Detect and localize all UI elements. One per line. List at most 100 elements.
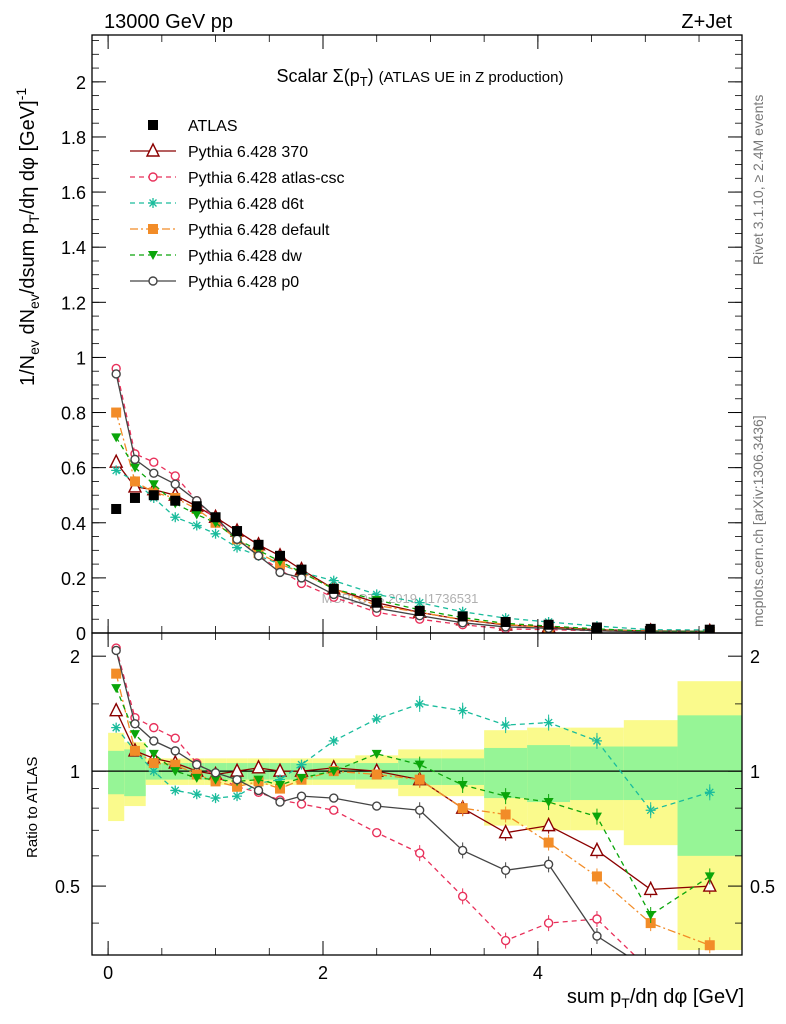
series-0-point (191, 501, 202, 512)
y-tick-label: 2 (76, 73, 86, 93)
series-1-ratio-point (109, 702, 124, 717)
series-3-main (111, 465, 715, 633)
series-3-point (170, 512, 181, 523)
series-5-point (191, 510, 202, 520)
series-0-point (296, 564, 307, 575)
series-3-ratio-point (275, 774, 286, 785)
ratio-y-tick-label: 2 (70, 647, 80, 667)
x-tick-label: 2 (318, 963, 328, 983)
series-4-point (129, 476, 140, 487)
series-2-ratio-point (329, 805, 339, 815)
series-6-ratio-point (232, 774, 242, 785)
series-4-ratio-point (414, 774, 425, 785)
series-0-point (645, 623, 656, 633)
series-4-ratio-point (232, 781, 243, 792)
series-1-ratio-point (702, 877, 717, 892)
series-6-ratio-point (130, 719, 140, 729)
series-2-ratio-point (592, 914, 602, 924)
series-6-point (253, 551, 264, 561)
series-3-ratio-point (500, 720, 511, 731)
series-6-ratio-point (149, 736, 159, 746)
series-4-ratio-point (129, 745, 140, 756)
series-3-ratio-point (328, 735, 339, 746)
series-4-ratio-point (371, 769, 382, 780)
series-2-ratio-point (500, 935, 511, 946)
legend-marker (148, 251, 158, 260)
series-3-ratio-point (232, 791, 243, 802)
series-2-ratio-point (543, 918, 554, 928)
series-0-point (704, 624, 715, 633)
series-3-line (115, 469, 710, 631)
series-6-ratio-point (647, 967, 655, 975)
series-0-point (414, 605, 425, 616)
series-6-point (232, 534, 242, 545)
series-5-point (129, 463, 140, 473)
series-3-ratio-point (645, 805, 656, 816)
series-2-ratio-point (372, 827, 382, 838)
legend-label: Pythia 6.428 370 (188, 144, 308, 161)
series-4-ratio-point (457, 803, 468, 814)
series-6-ratio-point (372, 801, 382, 811)
series-2-ratio-point (149, 722, 159, 733)
series-2-ratio-point (414, 848, 425, 858)
y-tick-label: 0 (76, 624, 86, 644)
series-4-ratio-point (591, 871, 602, 882)
series-6-ratio-point (111, 645, 121, 656)
series-3-ratio-point (191, 789, 202, 800)
series-2-ratio-point (457, 891, 468, 902)
series-3-ratio-point (457, 705, 468, 716)
legend-marker (148, 276, 158, 286)
series-6-ratio-point (329, 793, 339, 803)
band-inner-bin (527, 745, 571, 803)
header-right: Z+Jet (681, 11, 732, 33)
y-tick-label: 0.6 (61, 459, 86, 479)
series-6-ratio-point (543, 859, 554, 870)
series-6-point (130, 454, 140, 465)
series-0-point (543, 619, 554, 630)
series-0-point (457, 611, 468, 622)
series-0-point (148, 490, 159, 501)
series-3-ratio-point (704, 787, 715, 798)
series-3-point (371, 589, 382, 600)
ratio-y-axis-label: Ratio to ATLAS (24, 757, 41, 858)
series-6-ratio-point (210, 768, 221, 778)
series-4-ratio-point (500, 809, 511, 820)
ratio-y-tick-label-right: 0.5 (750, 877, 775, 897)
band-inner-bin (623, 746, 678, 801)
legend-label: Pythia 6.428 default (188, 222, 330, 239)
series-6-ratio-point (500, 865, 511, 875)
series-1-ratio-point (251, 759, 266, 774)
main-series-group (109, 363, 715, 633)
series-4-ratio-point (645, 918, 656, 929)
legend-marker (148, 172, 158, 182)
side-label-top: Rivet 3.1.10, ≥ 2.4M events (750, 95, 766, 265)
legend-marker (148, 198, 158, 208)
series-6-ratio-point (192, 759, 202, 770)
y-tick-label: 1.6 (61, 183, 86, 203)
series-4-ratio-point (170, 759, 181, 770)
series-0-main (111, 490, 715, 633)
series-3-ratio-point (170, 785, 181, 796)
legend-item-1: Pythia 6.428 370 (130, 142, 308, 161)
series-2-ratio-point (647, 967, 655, 975)
series-0-point (328, 583, 339, 594)
band-inner-bin (108, 750, 125, 795)
y-tick-label: 1.2 (61, 293, 86, 313)
legend-item-4: Pythia 6.428 default (130, 222, 330, 239)
series-6-ratio-point (457, 845, 468, 856)
series-6-ratio-point (592, 931, 602, 941)
series-5-ratio-point (148, 749, 159, 759)
series-3-ratio-point (371, 713, 382, 724)
legend-item-5: Pythia 6.428 dw (130, 248, 302, 265)
series-5-ratio-point (111, 684, 122, 694)
ratio-y-tick-label: 1 (70, 762, 80, 782)
chart-title: Scalar Σ(pT) (ATLAS UE in Z production) (277, 66, 564, 89)
series-5-ratio-point (371, 749, 382, 759)
series-3-point (328, 575, 339, 586)
legend-label: Pythia 6.428 atlas-csc (188, 170, 345, 187)
x-tick-label: 0 (103, 963, 113, 983)
series-6-ratio (111, 645, 655, 975)
band-inner-bin (570, 746, 624, 801)
series-6-point (149, 468, 159, 478)
